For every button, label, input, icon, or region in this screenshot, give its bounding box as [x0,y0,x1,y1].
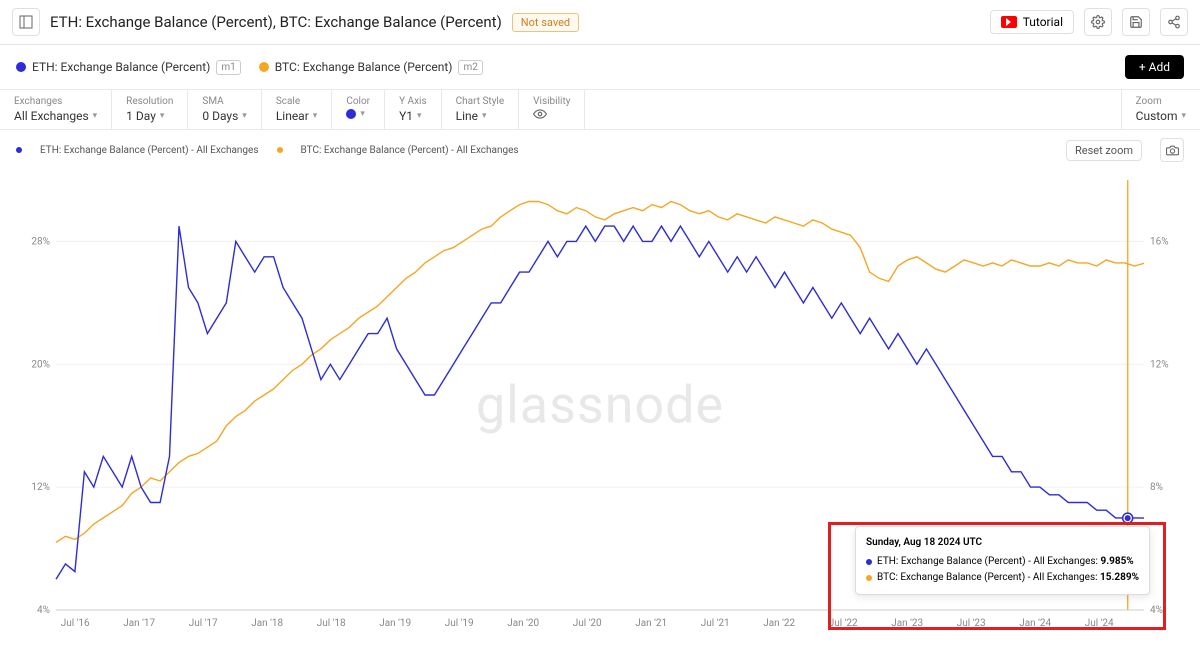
share-icon[interactable] [1160,8,1188,36]
svg-text:Jan '24: Jan '24 [1019,618,1051,629]
series-eth[interactable]: ETH: Exchange Balance (Percent) m1 [16,60,241,75]
svg-text:Jan '19: Jan '19 [379,618,411,629]
ctrl-color[interactable]: Color ▾ [332,90,385,129]
ctrl-yaxis[interactable]: Y Axis Y1▾ [385,90,442,129]
svg-text:Jul '24: Jul '24 [1085,618,1114,629]
eye-icon [533,109,547,119]
svg-text:Jul '16: Jul '16 [61,618,90,629]
top-bar: ETH: Exchange Balance (Percent), BTC: Ex… [0,0,1200,45]
sidebar-toggle-icon[interactable] [12,8,40,36]
chart-container: glassnode 4%12%20%28%4%8%12%16%Jul '16Ja… [0,170,1200,640]
chevron-down-icon: ▾ [242,111,247,121]
svg-text:Jul '20: Jul '20 [573,618,602,629]
legend-eth: ETH: Exchange Balance (Percent) - All Ex… [40,145,259,156]
svg-text:Jul '17: Jul '17 [189,618,218,629]
svg-text:4%: 4% [37,605,50,616]
ctrl-scale[interactable]: Scale Linear▾ [262,90,333,129]
series-btc-label: BTC: Exchange Balance (Percent) [275,60,453,74]
tutorial-label: Tutorial [1023,15,1063,29]
ctrl-visibility[interactable]: Visibility [519,90,585,129]
ctrl-chartstyle[interactable]: Chart Style Line▾ [442,90,520,129]
chart-tooltip: Sunday, Aug 18 2024 UTC ETH: Exchange Ba… [855,526,1150,595]
chart-legend: ETH: Exchange Balance (Percent) - All Ex… [0,130,1200,170]
tutorial-button[interactable]: Tutorial [990,10,1074,34]
chevron-down-icon: ▾ [1181,111,1186,121]
settings-icon[interactable] [1084,8,1112,36]
svg-text:Jan '22: Jan '22 [763,618,795,629]
series-bar: ETH: Exchange Balance (Percent) m1 BTC: … [0,45,1200,89]
eth-dot-icon [16,62,26,72]
svg-text:20%: 20% [31,359,50,370]
svg-text:Jul '22: Jul '22 [829,618,858,629]
series-btc[interactable]: BTC: Exchange Balance (Percent) m2 [259,60,483,75]
chevron-down-icon: ▾ [313,111,318,121]
ctrl-zoom[interactable]: Zoom Custom▾ [1121,90,1200,129]
svg-text:Jan '21: Jan '21 [635,618,667,629]
series-eth-badge: m1 [216,60,240,75]
eth-dot-icon [16,147,22,153]
save-icon[interactable] [1122,8,1150,36]
ctrl-exchanges[interactable]: Exchanges All Exchanges▾ [0,90,112,129]
chevron-down-icon: ▾ [160,111,165,121]
svg-text:Jan '18: Jan '18 [251,618,283,629]
svg-text:Jan '17: Jan '17 [123,618,155,629]
page-title: ETH: Exchange Balance (Percent), BTC: Ex… [50,13,502,31]
svg-text:Jan '23: Jan '23 [891,618,923,629]
camera-icon[interactable] [1160,138,1184,162]
chevron-down-icon: ▾ [360,109,365,119]
chevron-down-icon: ▾ [93,111,98,121]
svg-text:Jul '21: Jul '21 [701,618,730,629]
youtube-icon [1001,16,1017,28]
btc-dot-icon [259,62,269,72]
add-button[interactable]: + Add [1125,55,1184,79]
ctrl-resolution[interactable]: Resolution 1 Day▾ [112,90,188,129]
legend-btc: BTC: Exchange Balance (Percent) - All Ex… [301,145,519,156]
controls-bar: Exchanges All Exchanges▾ Resolution 1 Da… [0,89,1200,130]
svg-text:28%: 28% [31,236,50,247]
svg-text:Jul '18: Jul '18 [317,618,346,629]
ctrl-sma[interactable]: SMA 0 Days▾ [188,90,261,129]
save-status-badge: Not saved [512,13,579,32]
svg-text:12%: 12% [31,482,50,493]
chevron-down-icon: ▾ [417,111,422,121]
svg-text:8%: 8% [1150,482,1163,493]
series-btc-badge: m2 [458,60,482,75]
svg-text:12%: 12% [1150,359,1169,370]
tooltip-date: Sunday, Aug 18 2024 UTC [866,535,1139,551]
svg-text:Jul '19: Jul '19 [445,618,474,629]
series-eth-label: ETH: Exchange Balance (Percent) [32,60,210,74]
svg-text:4%: 4% [1150,605,1163,616]
svg-text:Jul '23: Jul '23 [957,618,986,629]
chevron-down-icon: ▾ [482,111,487,121]
btc-dot-icon [277,147,283,153]
reset-zoom-button[interactable]: Reset zoom [1066,140,1142,161]
svg-text:16%: 16% [1150,236,1169,247]
color-swatch [346,109,356,119]
svg-text:Jan '20: Jan '20 [507,618,539,629]
